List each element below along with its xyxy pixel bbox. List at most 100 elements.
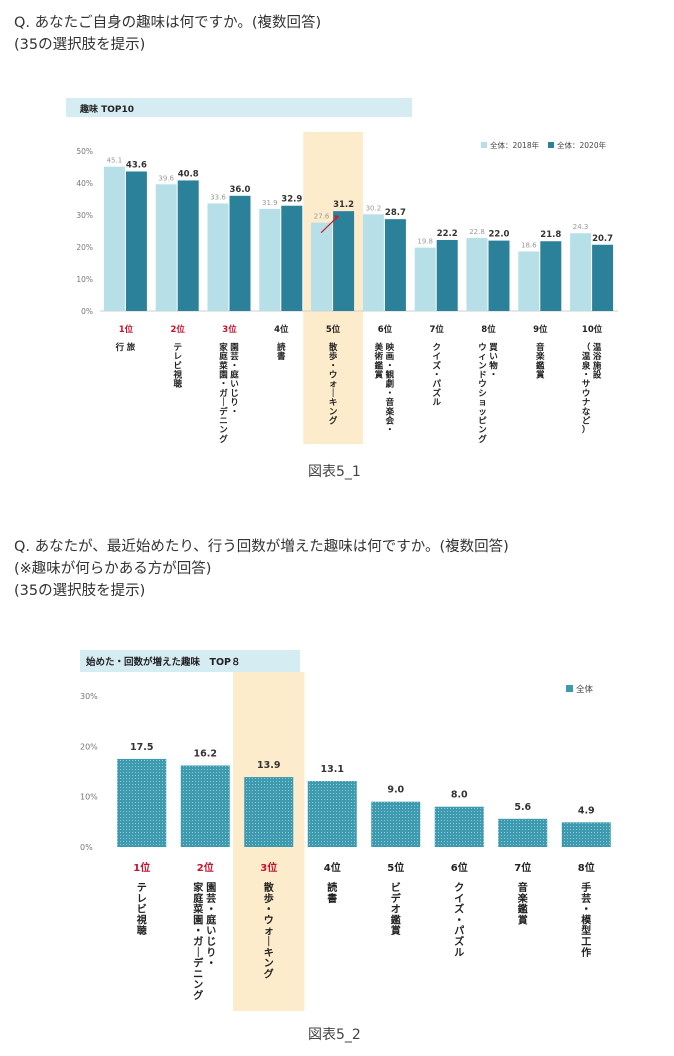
bar-2020 <box>436 239 458 311</box>
question-1: Q. あなたご自身の趣味は何ですか。(複数回答) (35の選択肢を提示) <box>14 12 321 56</box>
y-tick-label: 10% <box>76 275 93 284</box>
question-2: Q. あなたが、最近始めたり、行う回数が増えた趣味は何ですか。(複数回答) (※… <box>14 536 509 602</box>
bar-2020 <box>281 205 303 311</box>
y-tick-label: 20% <box>76 243 93 252</box>
bar-2020 <box>333 211 355 311</box>
category-label: 家庭菜園・ガ｜デニング <box>192 881 204 1002</box>
category-label: ビデオ鑑賞 <box>391 881 402 937</box>
legend-swatch <box>548 142 554 148</box>
bar-2018 <box>518 251 540 311</box>
chart-hobbies-top10: 趣味 TOP10 全体：2018年 全体：2020年 0% 10% 20% 30% 40% 50… <box>66 98 618 445</box>
figure-caption-2: 図表5_2 <box>308 1027 361 1043</box>
bar <box>307 781 357 847</box>
data-label: 22.8 <box>469 228 485 236</box>
legend-swatch <box>481 142 487 148</box>
bar-2018 <box>207 203 229 311</box>
data-label: 27.6 <box>314 213 330 221</box>
bar-2020 <box>384 219 406 311</box>
bar-2020 <box>125 171 147 311</box>
rank-label: 7位 <box>429 324 444 335</box>
rank-label: 9位 <box>533 324 548 335</box>
y-tick-label: 0% <box>81 307 93 316</box>
category-label: 買い物・ <box>489 342 498 381</box>
bar <box>434 806 484 847</box>
data-label: 24.3 <box>573 223 589 231</box>
category-label: 園芸・庭いじり・ <box>206 882 217 970</box>
legend-swatch <box>566 685 573 692</box>
bar-2020 <box>177 180 199 311</box>
y-tick-label: 30% <box>80 692 98 701</box>
y-tick-label: 30% <box>76 211 93 220</box>
data-label: 18.6 <box>521 241 537 249</box>
chart-title-banner <box>80 650 300 672</box>
legend-label: 全体 <box>576 684 594 695</box>
data-label: 4.9 <box>578 805 595 816</box>
category-label: テレビ視聴 <box>172 343 182 390</box>
question-1-line: Q. あなたご自身の趣味は何ですか。(複数回答) <box>14 15 322 31</box>
chart-new-hobbies-top8: 始めた・回数が増えた趣味 TOP８ 全体 0% 10% 20% 30% 17.5 1位テレビ視… <box>80 650 611 1011</box>
chart-title: 趣味 TOP10 <box>79 103 134 115</box>
bar <box>371 801 421 847</box>
data-label: 22.0 <box>489 230 510 240</box>
data-label: 13.1 <box>321 764 344 775</box>
data-label: 43.6 <box>126 160 147 170</box>
bar-2018 <box>362 214 384 311</box>
bar-2018 <box>155 184 177 311</box>
data-label: 22.2 <box>437 229 458 239</box>
data-label: 45.1 <box>107 157 123 165</box>
rank-label: 4位 <box>324 861 341 874</box>
question-1-note: (35の選択肢を提示) <box>14 37 146 53</box>
data-label: 33.6 <box>210 193 226 201</box>
chart-title: 始めた・回数が増えた趣味 TOP８ <box>86 656 241 668</box>
rank-label: 8位 <box>481 324 496 335</box>
bar <box>498 818 548 847</box>
legend-label: 全体：2020年 <box>557 140 607 150</box>
bar-2020 <box>229 195 251 311</box>
bar-2020 <box>540 241 562 311</box>
rank-label: 3位 <box>260 861 277 874</box>
category-label: ウィンドウショッピング <box>478 343 487 445</box>
category-label: 読書 <box>277 342 286 362</box>
category-label: クイズ・パズル <box>454 882 464 959</box>
bar-2018 <box>311 222 333 311</box>
data-label: 39.6 <box>158 174 174 182</box>
category-label: テレビ視聴 <box>136 882 147 937</box>
category-label: 園芸・庭いじり・ <box>230 343 239 417</box>
category-label: 手芸・模型工作 <box>581 881 592 959</box>
rank-label: 2位 <box>170 324 185 335</box>
category-label: 読書 <box>327 881 337 905</box>
data-label: 21.8 <box>540 230 561 240</box>
figure-caption-1: 図表5_1 <box>308 464 361 480</box>
bar <box>180 765 230 847</box>
data-label: 8.0 <box>451 790 468 801</box>
rank-label: 1位 <box>133 861 150 874</box>
trend-arrow <box>320 216 338 234</box>
bar <box>244 777 294 847</box>
legend-label: 全体：2018年 <box>490 140 540 150</box>
bar-2018 <box>414 247 436 311</box>
category-label: 音楽鑑賞 <box>517 881 529 926</box>
y-tick-label: 10% <box>80 793 98 802</box>
data-label: 17.5 <box>130 742 153 753</box>
rank-label: 7位 <box>514 861 531 874</box>
bar-2020 <box>592 244 614 311</box>
y-tick-label: 40% <box>76 179 93 188</box>
rank-label: 10位 <box>582 324 603 335</box>
data-label: 36.0 <box>230 185 251 195</box>
rank-label: 6位 <box>378 324 393 335</box>
category-label: 家庭菜園・ガ｜デニング <box>218 342 228 445</box>
y-tick-label: 20% <box>80 742 98 751</box>
category-label: 美術鑑賞 <box>374 342 384 381</box>
bar-2020 <box>488 240 510 311</box>
rank-label: 4位 <box>274 324 289 335</box>
bar-2018 <box>570 233 592 311</box>
rank-label: 1位 <box>119 324 134 335</box>
data-label: 13.9 <box>257 760 280 771</box>
data-label: 5.6 <box>514 802 531 813</box>
rank-label: 2位 <box>197 861 214 874</box>
category-label: 音楽鑑賞 <box>535 342 545 381</box>
y-tick-label: 0% <box>80 843 93 852</box>
question-2-note: (※趣味が何らかある方が回答) <box>14 561 212 577</box>
bar <box>117 758 167 847</box>
category-label: 映画・観劇・音楽会・ <box>385 342 395 436</box>
